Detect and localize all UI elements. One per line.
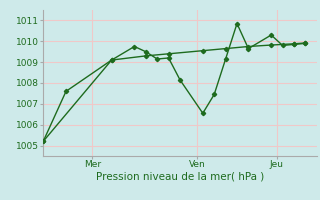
X-axis label: Pression niveau de la mer( hPa ): Pression niveau de la mer( hPa ) [96,172,264,182]
